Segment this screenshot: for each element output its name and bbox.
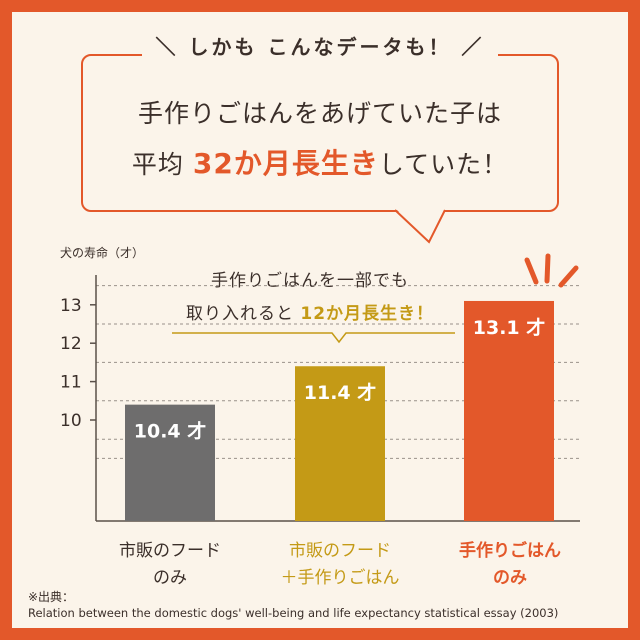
- annotation-line-2: 取り入れると 12か月長生き！: [160, 299, 460, 324]
- headline-highlight: 32か月長生き: [192, 147, 379, 180]
- y-tick-label: 13: [60, 296, 82, 316]
- y-axis-label: 犬の寿命（才）: [60, 246, 145, 260]
- speech-bubble-tail: [395, 208, 445, 244]
- headline-prefix: 平均: [131, 150, 193, 179]
- category-label-mixed: 市販のフード ＋手作りごはん: [250, 538, 430, 592]
- bar: [464, 300, 554, 521]
- emphasis-stroke: [544, 253, 551, 284]
- emphasis-stroke: [558, 265, 579, 288]
- headline-line-2: 平均 32か月長生きしていた！: [81, 142, 559, 182]
- speech-bubble: [81, 54, 559, 212]
- y-tick-label: 10: [60, 411, 82, 431]
- category-label-line: 市販のフード: [289, 541, 391, 561]
- category-label-line: のみ: [493, 568, 527, 588]
- bar-value-label: 13.1 才: [473, 316, 546, 339]
- annotation-prefix: 取り入れると: [185, 304, 301, 324]
- annotation-highlight: 12か月長生き！: [300, 304, 435, 324]
- bar: [295, 366, 385, 521]
- y-tick-label: 11: [60, 373, 82, 393]
- bar-value-label: 11.4 才: [304, 381, 377, 404]
- footnote-source: Relation between the domestic dogs' well…: [28, 606, 559, 620]
- category-label-homemade: 手作りごはん のみ: [420, 538, 600, 592]
- bar: [125, 404, 215, 521]
- emphasis-stroke: [524, 257, 539, 285]
- footnote-label: ※出典：: [28, 590, 75, 604]
- y-tick-label: 12: [60, 334, 82, 354]
- annotation-underline: [172, 332, 455, 344]
- category-label-commercial: 市販のフード のみ: [80, 538, 260, 592]
- headline-suffix: していた！: [378, 150, 509, 179]
- category-label-line: ＋手作りごはん: [280, 568, 400, 588]
- headline-line-1: 手作りごはんをあげていた子は: [137, 99, 502, 128]
- callout-text: ＼ しかも こんなデータも！ ／: [141, 35, 499, 59]
- callout-header: ＼ しかも こんなデータも！ ／: [0, 31, 640, 60]
- bar-value-label: 10.4 才: [134, 420, 207, 443]
- category-label-line: 市販のフード: [119, 541, 221, 561]
- category-label-line: のみ: [153, 568, 187, 588]
- category-label-line: 手作りごはん: [459, 541, 561, 561]
